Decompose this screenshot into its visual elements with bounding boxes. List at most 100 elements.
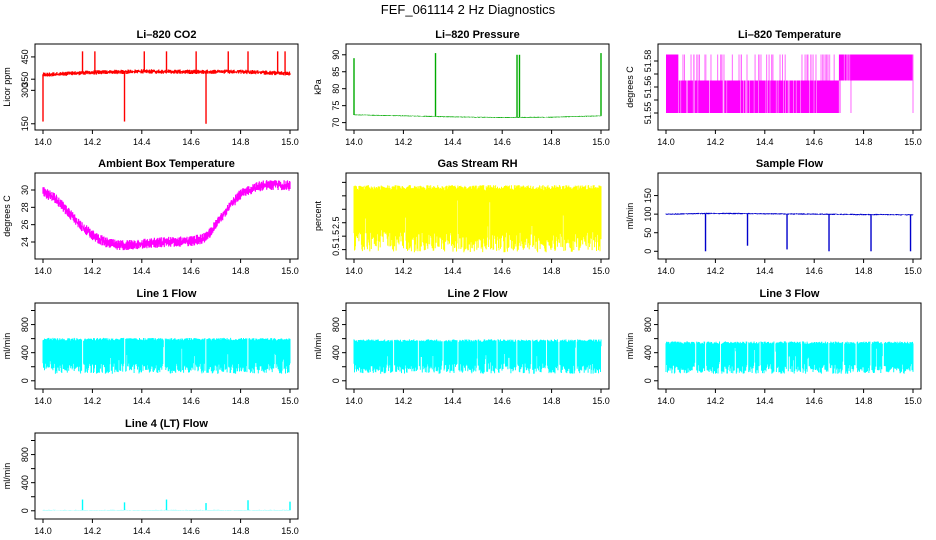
y-tick-label: 0 <box>20 378 30 383</box>
x-tick-label: 14.8 <box>543 396 561 406</box>
x-tick-label: 14.0 <box>34 526 52 536</box>
x-tick-label: 14.8 <box>232 396 250 406</box>
chart-title: Ambient Box Temperature <box>98 158 235 170</box>
plot-frame <box>657 302 922 390</box>
data-series <box>42 499 291 511</box>
x-tick-label: 14.4 <box>444 137 462 147</box>
y-tick-label: 90 <box>331 50 341 60</box>
y-tick-label: 300 <box>20 83 30 98</box>
x-tick-label: 15.0 <box>281 137 299 147</box>
data-line <box>42 180 291 251</box>
y-tick-label: 30 <box>20 185 30 195</box>
x-tick-label: 14.4 <box>133 266 151 276</box>
chart-panel-1: Li–820 CO2 Licor ppm 14.0 14.2 14.4 14.6 14.8 1… <box>2 29 299 147</box>
x-tick-label: 15.0 <box>281 526 299 536</box>
chart-title: Gas Stream RH <box>437 158 517 170</box>
y-tick-label: 0 <box>331 378 341 383</box>
x-tick-label: 14.0 <box>345 137 363 147</box>
x-tick-label: 14.0 <box>345 266 363 276</box>
chart-title: Li–820 Temperature <box>738 29 841 41</box>
x-tick-label: 14.4 <box>444 396 462 406</box>
x-tick-label: 14.4 <box>444 266 462 276</box>
y-tick-label: 85 <box>331 67 341 77</box>
x-tick-label: 15.0 <box>281 266 299 276</box>
x-tick-label: 14.0 <box>34 266 52 276</box>
x-tick-label: 14.2 <box>395 137 413 147</box>
y-axis-label: degrees C <box>625 66 635 108</box>
data-line <box>353 114 602 118</box>
x-tick-label: 14.4 <box>756 396 774 406</box>
x-tick-label: 14.0 <box>657 137 675 147</box>
y-axis-label: ml/min <box>2 333 12 360</box>
data-band <box>353 185 602 253</box>
x-tick-label: 14.6 <box>493 137 511 147</box>
x-tick-label: 14.2 <box>395 396 413 406</box>
chart-panel-10: Line 4 (LT) Flow ml/min 14.0 14.2 14.4 14.6 14… <box>2 418 299 536</box>
x-tick-label: 14.6 <box>805 137 823 147</box>
chart-panel-2: Li–820 Pressure kPa 14.0 14.2 14.4 14.6 14.8 15… <box>313 29 610 147</box>
x-tick-label: 14.0 <box>34 137 52 147</box>
y-axis-label: Licor ppm <box>2 67 12 107</box>
x-tick-label: 14.4 <box>133 526 151 536</box>
data-series <box>666 54 914 113</box>
x-tick-label: 14.0 <box>657 266 675 276</box>
x-tick-label: 14.4 <box>756 137 774 147</box>
chart-title: Sample Flow <box>756 158 824 170</box>
data-block-1 <box>666 54 679 113</box>
x-tick-label: 15.0 <box>904 396 922 406</box>
plot-frame <box>345 172 610 260</box>
y-tick-label: 80 <box>331 84 341 94</box>
x-tick-label: 14.4 <box>133 137 151 147</box>
y-tick-label: 24 <box>20 237 30 247</box>
plot-frame <box>345 43 610 131</box>
y-tick-label: 0 <box>643 249 653 254</box>
chart-title: Line 4 (LT) Flow <box>125 418 208 430</box>
x-tick-label: 14.0 <box>657 396 675 406</box>
y-tick-label: 400 <box>20 345 30 360</box>
plot-frame <box>345 302 610 390</box>
y-tick-label: 0 <box>643 378 653 383</box>
y-tick-label: 400 <box>331 345 341 360</box>
x-tick-label: 14.8 <box>855 266 873 276</box>
y-axis-label: degrees C <box>2 195 12 237</box>
plot-frame <box>34 302 299 390</box>
y-axis-label: ml/min <box>2 463 12 490</box>
chart-panel-7: Line 1 Flow ml/min 14.0 14.2 14.4 14.6 14.8 15.… <box>2 288 299 406</box>
data-series <box>665 212 914 252</box>
data-series <box>42 51 291 124</box>
y-tick-label: 0.5 <box>331 243 341 256</box>
data-band <box>353 339 602 374</box>
data-series <box>353 339 602 374</box>
x-tick-label: 15.0 <box>904 137 922 147</box>
x-tick-label: 15.0 <box>592 266 610 276</box>
chart-panel-9: Line 3 Flow ml/min 14.0 14.2 14.4 14.6 14.8 15.… <box>625 288 922 406</box>
chart-panel-5: Gas Stream RH percent 14.0 14.2 14.4 14.6 14.8… <box>313 158 610 276</box>
data-band <box>665 341 914 374</box>
chart-panel-4: Ambient Box Temperature degrees C 14.0 14.2… <box>2 158 299 276</box>
y-tick-label: 0 <box>20 508 30 513</box>
data-series <box>42 337 291 374</box>
y-tick-label: 800 <box>331 317 341 332</box>
y-tick-label: 50 <box>643 228 653 238</box>
y-tick-label: 75 <box>331 101 341 111</box>
x-tick-label: 14.6 <box>182 137 200 147</box>
y-tick-label: 51.56 <box>643 76 653 99</box>
x-tick-label: 15.0 <box>281 396 299 406</box>
x-tick-label: 14.0 <box>34 396 52 406</box>
y-tick-label: 800 <box>20 317 30 332</box>
chart-panel-6: Sample Flow ml/min 14.0 14.2 14.4 14.6 14.8 15.… <box>625 158 922 276</box>
chart-title: Line 1 Flow <box>137 288 197 300</box>
y-tick-label: 2.5 <box>331 216 341 229</box>
x-tick-label: 14.8 <box>232 266 250 276</box>
y-tick-label: 800 <box>643 317 653 332</box>
x-tick-label: 14.6 <box>493 396 511 406</box>
x-tick-label: 14.2 <box>707 396 725 406</box>
x-tick-label: 14.6 <box>182 396 200 406</box>
x-tick-label: 14.8 <box>855 396 873 406</box>
data-flicker <box>678 54 914 113</box>
data-series <box>42 180 291 251</box>
x-tick-label: 14.6 <box>182 266 200 276</box>
x-tick-label: 15.0 <box>592 137 610 147</box>
plot-frame <box>34 43 299 131</box>
x-tick-label: 14.2 <box>707 137 725 147</box>
